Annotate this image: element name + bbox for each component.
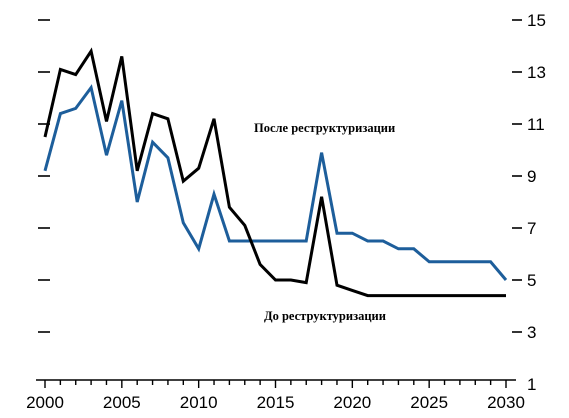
x-tick-label-2030: 2030: [487, 393, 525, 412]
x-axis: 2000 2005 2010 2015 2020 2025 2030: [26, 379, 525, 412]
y-tick-label-1: 1: [527, 375, 536, 394]
y-tick-label-11: 11: [527, 115, 545, 134]
x-tick-label-2010: 2010: [180, 393, 218, 412]
x-tick-label-2005: 2005: [103, 393, 141, 412]
x-tick-label-2015: 2015: [257, 393, 295, 412]
y-tick-label-7: 7: [527, 219, 536, 238]
y-tick-label-5: 5: [527, 271, 536, 290]
x-tick-label-2000: 2000: [26, 393, 64, 412]
y-tick-label-13: 13: [527, 63, 546, 82]
annotation-after-restructuring: После реструктуризации: [254, 121, 395, 135]
y-tick-label-3: 3: [527, 323, 536, 342]
x-tick-label-2020: 2020: [333, 393, 371, 412]
y-tick-label-15: 15: [527, 11, 546, 30]
left-axis-ticks: [38, 19, 50, 333]
annotation-before-restructuring: До реструктуризации: [264, 309, 386, 323]
series-lines: [43, 47, 508, 298]
y-tick-label-9: 9: [527, 167, 536, 186]
series-line-1: [43, 84, 508, 281]
series-line-0: [43, 47, 506, 298]
x-tick-label-2025: 2025: [410, 393, 448, 412]
